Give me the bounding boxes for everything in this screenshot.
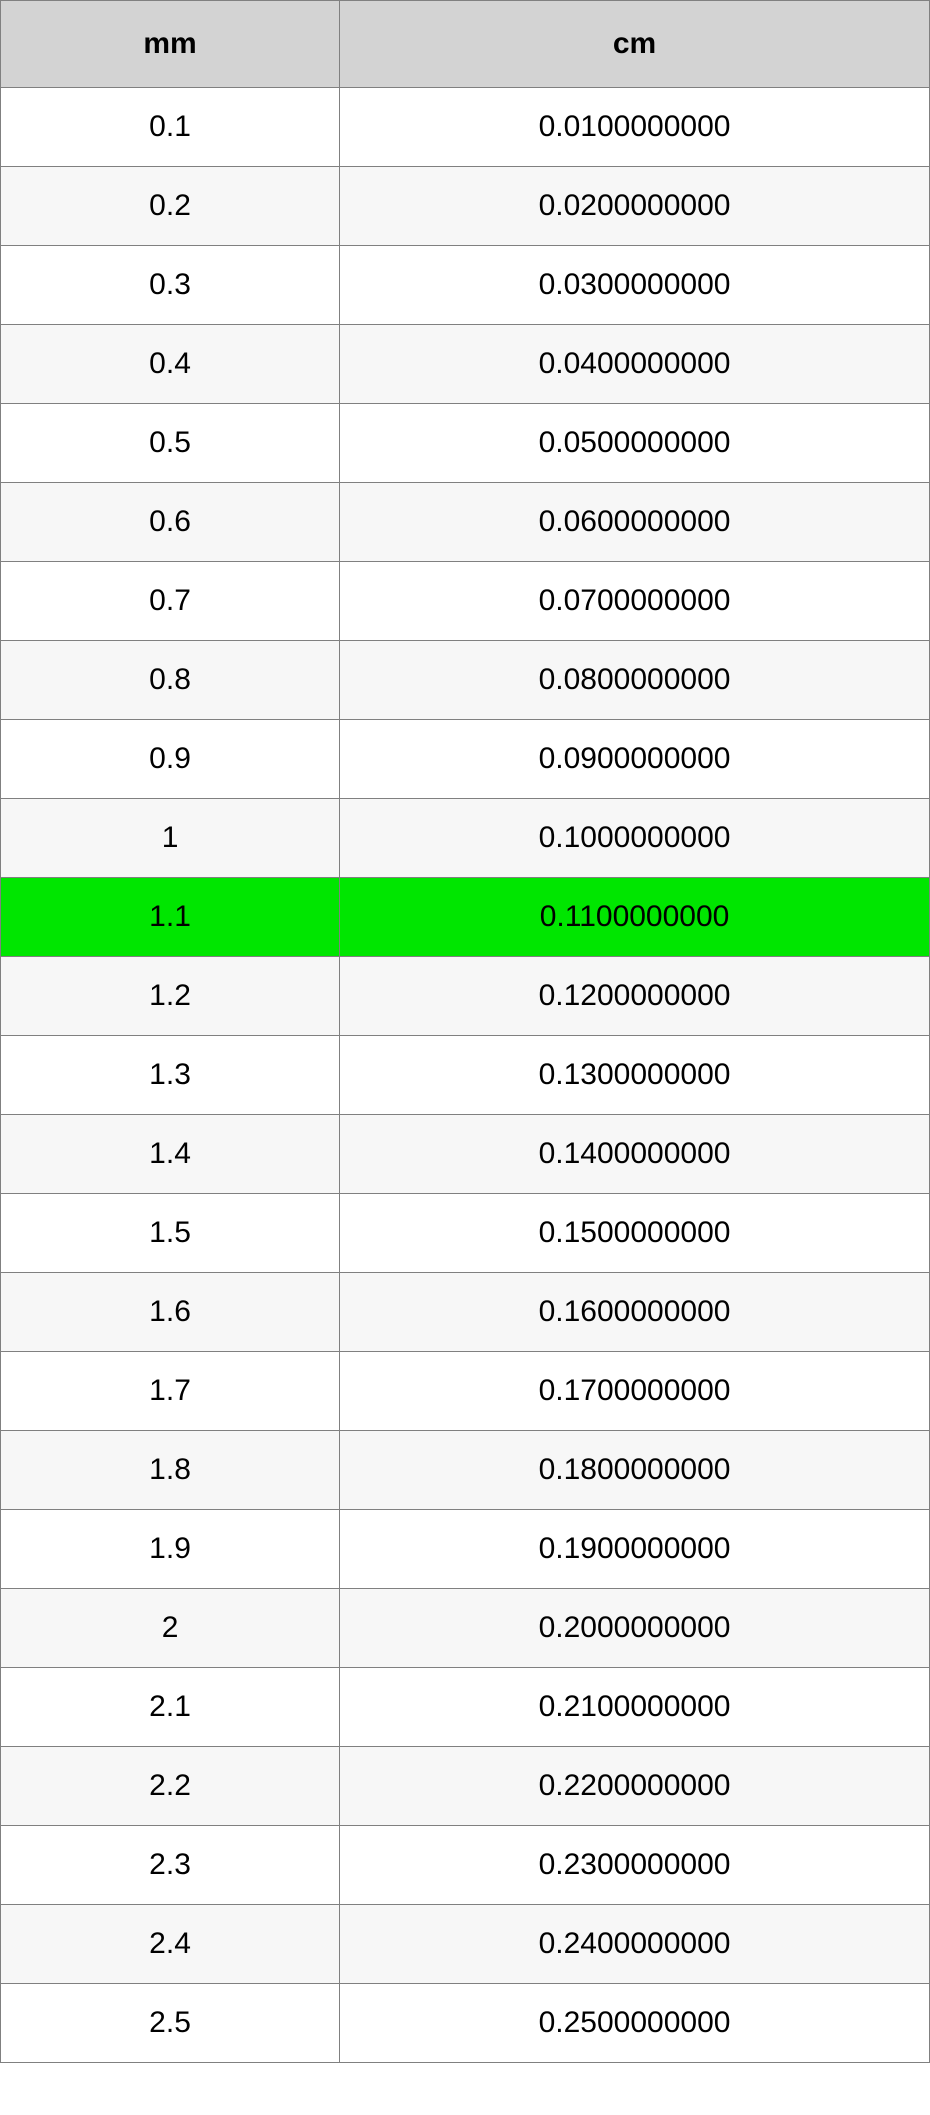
cell-mm: 2.4 (1, 1905, 340, 1984)
cell-cm: 0.2200000000 (340, 1747, 930, 1826)
cell-cm: 0.0300000000 (340, 246, 930, 325)
cell-mm: 1.7 (1, 1352, 340, 1431)
cell-cm: 0.1000000000 (340, 799, 930, 878)
table-row: 20.2000000000 (1, 1589, 930, 1668)
cell-mm: 0.3 (1, 246, 340, 325)
cell-cm: 0.2000000000 (340, 1589, 930, 1668)
cell-cm: 0.0700000000 (340, 562, 930, 641)
cell-cm: 0.1900000000 (340, 1510, 930, 1589)
cell-cm: 0.2400000000 (340, 1905, 930, 1984)
table-row: 1.70.1700000000 (1, 1352, 930, 1431)
table-row: 0.80.0800000000 (1, 641, 930, 720)
cell-cm: 0.1600000000 (340, 1273, 930, 1352)
cell-mm: 2.2 (1, 1747, 340, 1826)
cell-mm: 0.1 (1, 88, 340, 167)
table-row: 2.40.2400000000 (1, 1905, 930, 1984)
cell-mm: 1.4 (1, 1115, 340, 1194)
table-header-row: mm cm (1, 1, 930, 88)
cell-mm: 1.1 (1, 878, 340, 957)
cell-mm: 0.8 (1, 641, 340, 720)
cell-mm: 1.6 (1, 1273, 340, 1352)
cell-cm: 0.0200000000 (340, 167, 930, 246)
cell-cm: 0.1400000000 (340, 1115, 930, 1194)
table-row: 1.60.1600000000 (1, 1273, 930, 1352)
table-row: 1.30.1300000000 (1, 1036, 930, 1115)
cell-mm: 1.9 (1, 1510, 340, 1589)
table-row: 0.30.0300000000 (1, 246, 930, 325)
table-row: 0.70.0700000000 (1, 562, 930, 641)
table-row: 1.90.1900000000 (1, 1510, 930, 1589)
table-row: 2.10.2100000000 (1, 1668, 930, 1747)
cell-mm: 2.3 (1, 1826, 340, 1905)
table-row: 1.50.1500000000 (1, 1194, 930, 1273)
cell-mm: 2 (1, 1589, 340, 1668)
cell-mm: 0.9 (1, 720, 340, 799)
table-row: 1.80.1800000000 (1, 1431, 930, 1510)
table-row: 0.50.0500000000 (1, 404, 930, 483)
column-header-cm: cm (340, 1, 930, 88)
cell-mm: 1.8 (1, 1431, 340, 1510)
cell-cm: 0.2500000000 (340, 1984, 930, 2063)
cell-cm: 0.2100000000 (340, 1668, 930, 1747)
cell-cm: 0.1800000000 (340, 1431, 930, 1510)
cell-cm: 0.2300000000 (340, 1826, 930, 1905)
cell-cm: 0.0800000000 (340, 641, 930, 720)
table-row: 2.50.2500000000 (1, 1984, 930, 2063)
table-row: 2.30.2300000000 (1, 1826, 930, 1905)
table-row: 1.20.1200000000 (1, 957, 930, 1036)
cell-mm: 0.6 (1, 483, 340, 562)
cell-cm: 0.1300000000 (340, 1036, 930, 1115)
cell-cm: 0.1700000000 (340, 1352, 930, 1431)
table-row: 1.10.1100000000 (1, 878, 930, 957)
cell-cm: 0.0600000000 (340, 483, 930, 562)
column-header-mm: mm (1, 1, 340, 88)
cell-mm: 0.4 (1, 325, 340, 404)
cell-cm: 0.1100000000 (340, 878, 930, 957)
table-row: 0.90.0900000000 (1, 720, 930, 799)
cell-cm: 0.1500000000 (340, 1194, 930, 1273)
cell-cm: 0.0400000000 (340, 325, 930, 404)
table-row: 10.1000000000 (1, 799, 930, 878)
cell-cm: 0.1200000000 (340, 957, 930, 1036)
cell-mm: 1.2 (1, 957, 340, 1036)
cell-mm: 1 (1, 799, 340, 878)
cell-mm: 0.7 (1, 562, 340, 641)
conversion-table: mm cm 0.10.01000000000.20.02000000000.30… (0, 0, 930, 2063)
table-row: 1.40.1400000000 (1, 1115, 930, 1194)
table-body: 0.10.01000000000.20.02000000000.30.03000… (1, 88, 930, 2063)
cell-mm: 1.3 (1, 1036, 340, 1115)
table-row: 0.10.0100000000 (1, 88, 930, 167)
cell-cm: 0.0100000000 (340, 88, 930, 167)
cell-mm: 1.5 (1, 1194, 340, 1273)
cell-cm: 0.0900000000 (340, 720, 930, 799)
cell-mm: 0.2 (1, 167, 340, 246)
cell-mm: 0.5 (1, 404, 340, 483)
table-row: 2.20.2200000000 (1, 1747, 930, 1826)
table-row: 0.60.0600000000 (1, 483, 930, 562)
cell-mm: 2.5 (1, 1984, 340, 2063)
table-row: 0.40.0400000000 (1, 325, 930, 404)
cell-mm: 2.1 (1, 1668, 340, 1747)
cell-cm: 0.0500000000 (340, 404, 930, 483)
table-row: 0.20.0200000000 (1, 167, 930, 246)
